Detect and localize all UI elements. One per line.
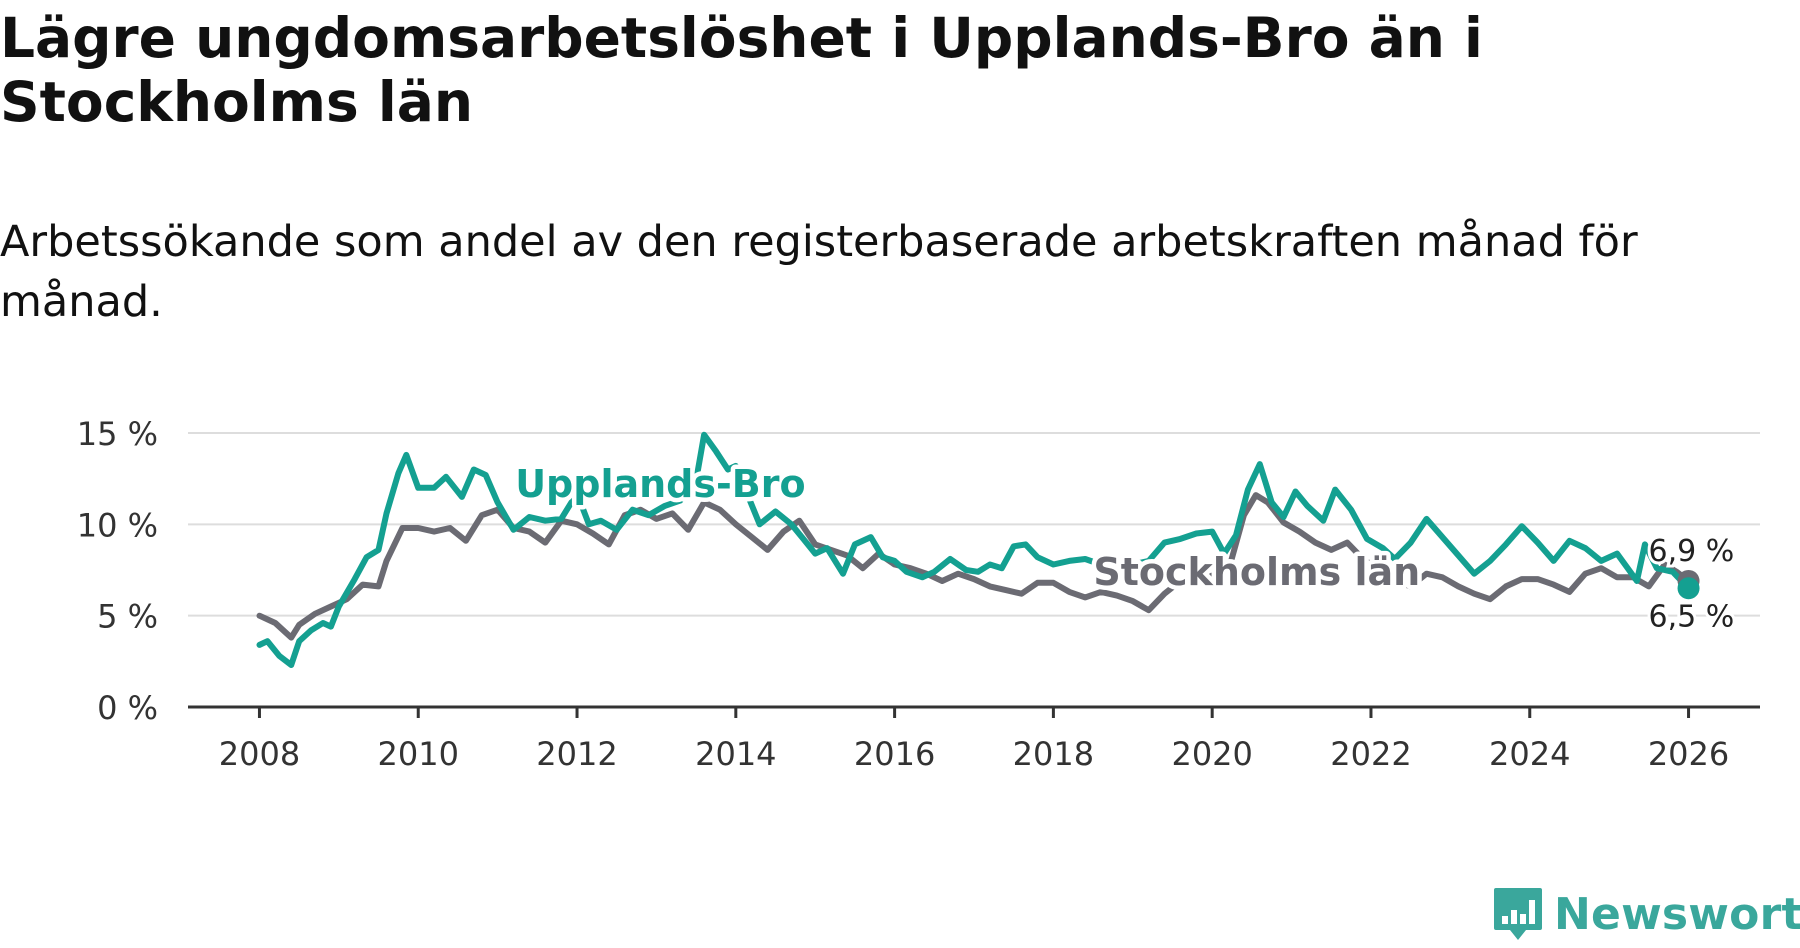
y-tick-label: 15 % [77,415,158,453]
x-tick-label: 2018 [1013,735,1094,773]
end-label-stockholms-lan: 6,9 % [1649,534,1735,569]
chart-subtitle: Arbetssökande som andel av den registerb… [0,217,1638,327]
series-line-stockholms-l-n [256,492,1692,641]
newsworthy-logo-icon [1494,888,1542,940]
end-point-upplands-bro [1677,577,1700,600]
x-tick-label: 2016 [854,735,935,773]
x-tick-label: 2012 [536,735,617,773]
series-label-upplands-bro: Upplands-Bro [515,462,805,506]
x-tick-label: 2010 [378,735,459,773]
end-label-upplands-bro: 6,5 % [1649,599,1735,634]
x-tick-label: 2014 [695,735,776,773]
brand-name: Newsworthy [1554,888,1800,940]
series-line-upplands-bro [256,431,1692,668]
x-tick-label: 2026 [1648,735,1729,773]
y-tick-label: 10 % [77,506,158,544]
brand-logo[interactable]: Newsworthy [1492,886,1800,942]
x-tick-label: 2020 [1171,735,1252,773]
chart-title: Lägre ungdomsarbetslöshet i Upplands-Bro… [0,6,1483,134]
y-tick-label: 0 % [97,689,158,727]
x-tick-label: 2024 [1489,735,1570,773]
x-tick-label: 2008 [219,735,300,773]
x-tick-label: 2022 [1330,735,1411,773]
y-tick-label: 5 % [97,598,158,636]
series-label-stockholms-lan: Stockholms län [1093,550,1420,594]
